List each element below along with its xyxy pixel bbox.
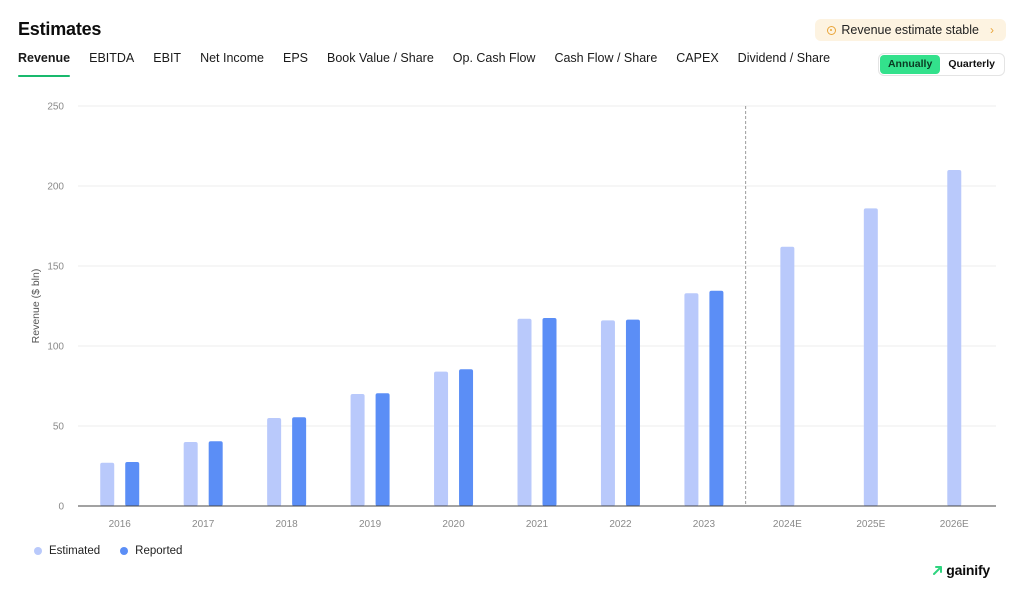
bar-estimated-2020 <box>434 371 449 506</box>
y-tick-label: 200 <box>47 182 64 193</box>
y-tick-label: 250 <box>47 102 64 113</box>
page-title: Estimates <box>18 19 102 39</box>
y-axis-label: Revenue ($ bln) <box>30 269 42 344</box>
bar-reported-2023 <box>709 290 724 506</box>
period-toggle: Annually Quarterly <box>877 53 1005 76</box>
x-tick-label: 2025E <box>856 519 885 530</box>
tab-ebitda[interactable]: EBITDA <box>89 51 135 65</box>
y-tick-label: 100 <box>47 342 64 353</box>
y-tick-label: 0 <box>58 502 64 513</box>
tab-eps[interactable]: EPS <box>282 51 308 65</box>
bar-estimated-2023 <box>684 293 699 506</box>
legend-item-estimated[interactable]: Estimated <box>34 545 100 557</box>
chevron-right-icon: › <box>990 23 994 37</box>
arrow-up-right-icon <box>933 566 943 575</box>
badge-label: Revenue estimate stable <box>841 23 979 37</box>
bar-estimated-2017 <box>183 442 198 506</box>
tab-net-income[interactable]: Net Income <box>200 51 264 65</box>
x-tick-label: 2019 <box>359 519 382 530</box>
x-tick-label: 2024E <box>773 519 802 530</box>
brand-logo: gainify <box>933 562 990 578</box>
bar-reported-2016 <box>125 462 140 506</box>
legend-item-reported[interactable]: Reported <box>120 545 182 557</box>
bar-estimated-2021 <box>517 318 532 506</box>
bar-reported-2018 <box>292 417 307 506</box>
x-tick-label: 2020 <box>442 519 465 530</box>
legend-label-estimated: Estimated <box>49 545 101 557</box>
tab-book-value-share[interactable]: Book Value / Share <box>327 51 434 65</box>
x-tick-label: 2022 <box>609 519 632 530</box>
tab-ebit[interactable]: EBIT <box>153 51 182 65</box>
bar-reported-2019 <box>375 393 390 506</box>
bar-estimated-2016 <box>100 462 115 506</box>
bar-reported-2020 <box>459 369 474 506</box>
x-tick-label: 2023 <box>693 519 716 530</box>
metric-tabs: Revenue EBITDA EBIT Net Income EPS Book … <box>18 51 830 77</box>
x-tick-label: 2017 <box>192 519 215 530</box>
legend-swatch-reported <box>120 547 129 555</box>
x-tick-label: 2018 <box>276 519 299 530</box>
bar-estimated-2018 <box>267 418 282 506</box>
revenue-estimate-badge[interactable]: Revenue estimate stable › <box>815 19 1006 41</box>
bar-reported-2017 <box>208 441 223 506</box>
x-tick-label: 2016 <box>109 519 132 530</box>
bar-reported-2021 <box>542 318 557 506</box>
status-dot-icon <box>827 25 837 35</box>
y-tick-label: 50 <box>53 422 65 433</box>
annually-button[interactable]: Annually <box>879 55 941 74</box>
chart-legend: Estimated Reported <box>34 545 182 557</box>
quarterly-button[interactable]: Quarterly <box>948 58 995 70</box>
tab-cash-flow-share[interactable]: Cash Flow / Share <box>554 51 658 65</box>
bar-estimated-2024E <box>780 246 795 507</box>
bar-reported-2022 <box>625 319 640 506</box>
bar-estimated-2025E <box>863 208 878 506</box>
tab-dividend-share[interactable]: Dividend / Share <box>737 51 831 65</box>
brand-name: gainify <box>946 562 990 578</box>
tab-revenue[interactable]: Revenue <box>18 51 71 77</box>
bar-estimated-2019 <box>350 394 365 506</box>
legend-swatch-estimated <box>34 547 42 555</box>
bar-estimated-2026E <box>947 170 962 506</box>
tab-op-cash-flow[interactable]: Op. Cash Flow <box>452 51 536 65</box>
legend-label-reported: Reported <box>135 545 183 557</box>
x-tick-label: 2026E <box>940 519 969 530</box>
x-tick-label: 2021 <box>526 519 549 530</box>
tab-capex[interactable]: CAPEX <box>676 51 719 65</box>
y-tick-label: 150 <box>47 262 64 273</box>
bar-estimated-2022 <box>600 320 615 506</box>
revenue-bar-chart: 0 50 100 150 200 250 Revenue ($ bln) 2016 2017 20… <box>30 102 996 530</box>
